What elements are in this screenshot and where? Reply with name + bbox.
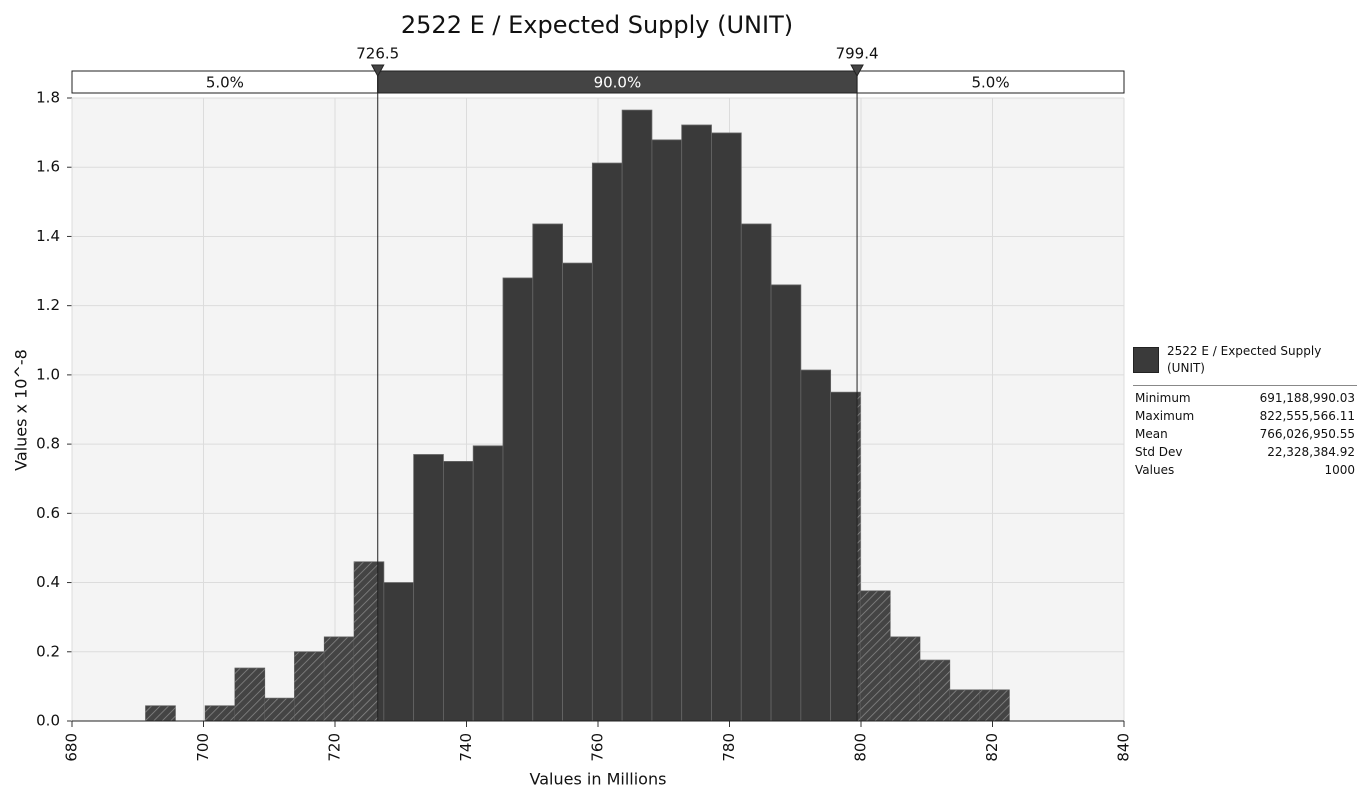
y-tick-label: 1.8 (36, 89, 60, 107)
bar-hatch (145, 706, 176, 721)
delimiter-handle (850, 64, 864, 78)
x-tick-label: 720 (326, 733, 344, 762)
y-tick-label: 0.4 (36, 573, 60, 591)
bar (681, 124, 712, 722)
x-tick-label: 680 (63, 733, 81, 762)
bar-hatch (890, 637, 920, 721)
delimiter-label: 726.5 (356, 45, 399, 63)
stats-row: Mean 766,026,950.55 (1133, 425, 1355, 443)
x-tick-label: 800 (852, 733, 870, 762)
legend-rule (1133, 385, 1357, 386)
legend-label: 2522 E / Expected Supply (UNIT) (1167, 344, 1322, 375)
bar-hatch (979, 690, 1010, 721)
bar (621, 109, 653, 722)
bar-hatch (234, 668, 265, 721)
stat-name: Mean (1135, 427, 1168, 441)
bar (562, 262, 593, 722)
bar-hatch (919, 660, 950, 721)
bar-hatch (857, 392, 861, 721)
stat-name: Minimum (1135, 391, 1191, 405)
delimiter-label: 799.4 (836, 45, 879, 63)
y-tick-label: 0.0 (36, 712, 60, 730)
bar (770, 284, 802, 722)
stats-row: Minimum 691,188,990.03 (1133, 389, 1355, 407)
chart-title: 2522 E / Expected Supply (UNIT) (401, 11, 793, 39)
bar (472, 445, 504, 722)
stat-name: Maximum (1135, 409, 1195, 423)
bar-hatch (294, 652, 325, 721)
x-tick-label: 820 (983, 733, 1001, 762)
x-axis-label: Values in Millions (530, 770, 667, 789)
stat-value: 691,188,990.03 (1259, 391, 1355, 405)
bar-hatch (949, 690, 980, 721)
bar (591, 162, 623, 722)
legend-swatch (1133, 347, 1159, 373)
bar (651, 139, 683, 722)
band-label: 90.0% (594, 74, 642, 92)
x-tick-label: 760 (589, 733, 607, 762)
x-tick-label: 840 (1115, 733, 1133, 762)
stat-value: 1000 (1324, 463, 1355, 477)
x-tick-label: 740 (457, 733, 475, 762)
stats-row: Maximum 822,555,566.11 (1133, 407, 1355, 425)
band-label: 5.0% (206, 74, 244, 92)
stat-name: Std Dev (1135, 445, 1183, 459)
bar (502, 277, 534, 722)
stat-name: Values (1135, 463, 1175, 477)
y-tick-label: 1.6 (36, 158, 60, 176)
x-tick-label: 700 (194, 733, 212, 762)
bar (711, 132, 742, 722)
stat-value: 766,026,950.55 (1259, 427, 1355, 441)
y-tick-label: 1.0 (36, 365, 60, 383)
delimiter-handle (370, 64, 385, 78)
bar-hatch (264, 698, 295, 721)
stats-row: Values 1000 (1133, 461, 1355, 479)
band-label: 5.0% (971, 74, 1009, 92)
y-tick-label: 0.8 (36, 435, 60, 453)
stat-value: 822,555,566.11 (1259, 409, 1355, 423)
bar-hatch (324, 637, 355, 721)
bar (413, 454, 444, 722)
bar (443, 461, 474, 722)
bar (830, 391, 861, 722)
x-tick-label: 780 (720, 733, 738, 762)
y-tick-label: 0.6 (36, 504, 60, 522)
y-tick-label: 1.2 (36, 296, 60, 314)
bar (740, 223, 772, 722)
stats-row: Std Dev 22,328,384.92 (1133, 443, 1355, 461)
bar-hatch (205, 706, 235, 721)
y-axis-label: Values x 10^-8 (12, 349, 31, 471)
bar-hatch (860, 591, 891, 721)
stat-value: 22,328,384.92 (1267, 445, 1355, 459)
y-tick-label: 1.4 (36, 227, 60, 245)
bar-hatch (354, 562, 378, 721)
bar (532, 223, 563, 722)
bar (383, 582, 415, 722)
bar (800, 369, 832, 722)
stats-table: Minimum 691,188,990.03 Maximum 822,555,566.… (1133, 389, 1355, 479)
y-tick-label: 0.2 (36, 642, 60, 660)
